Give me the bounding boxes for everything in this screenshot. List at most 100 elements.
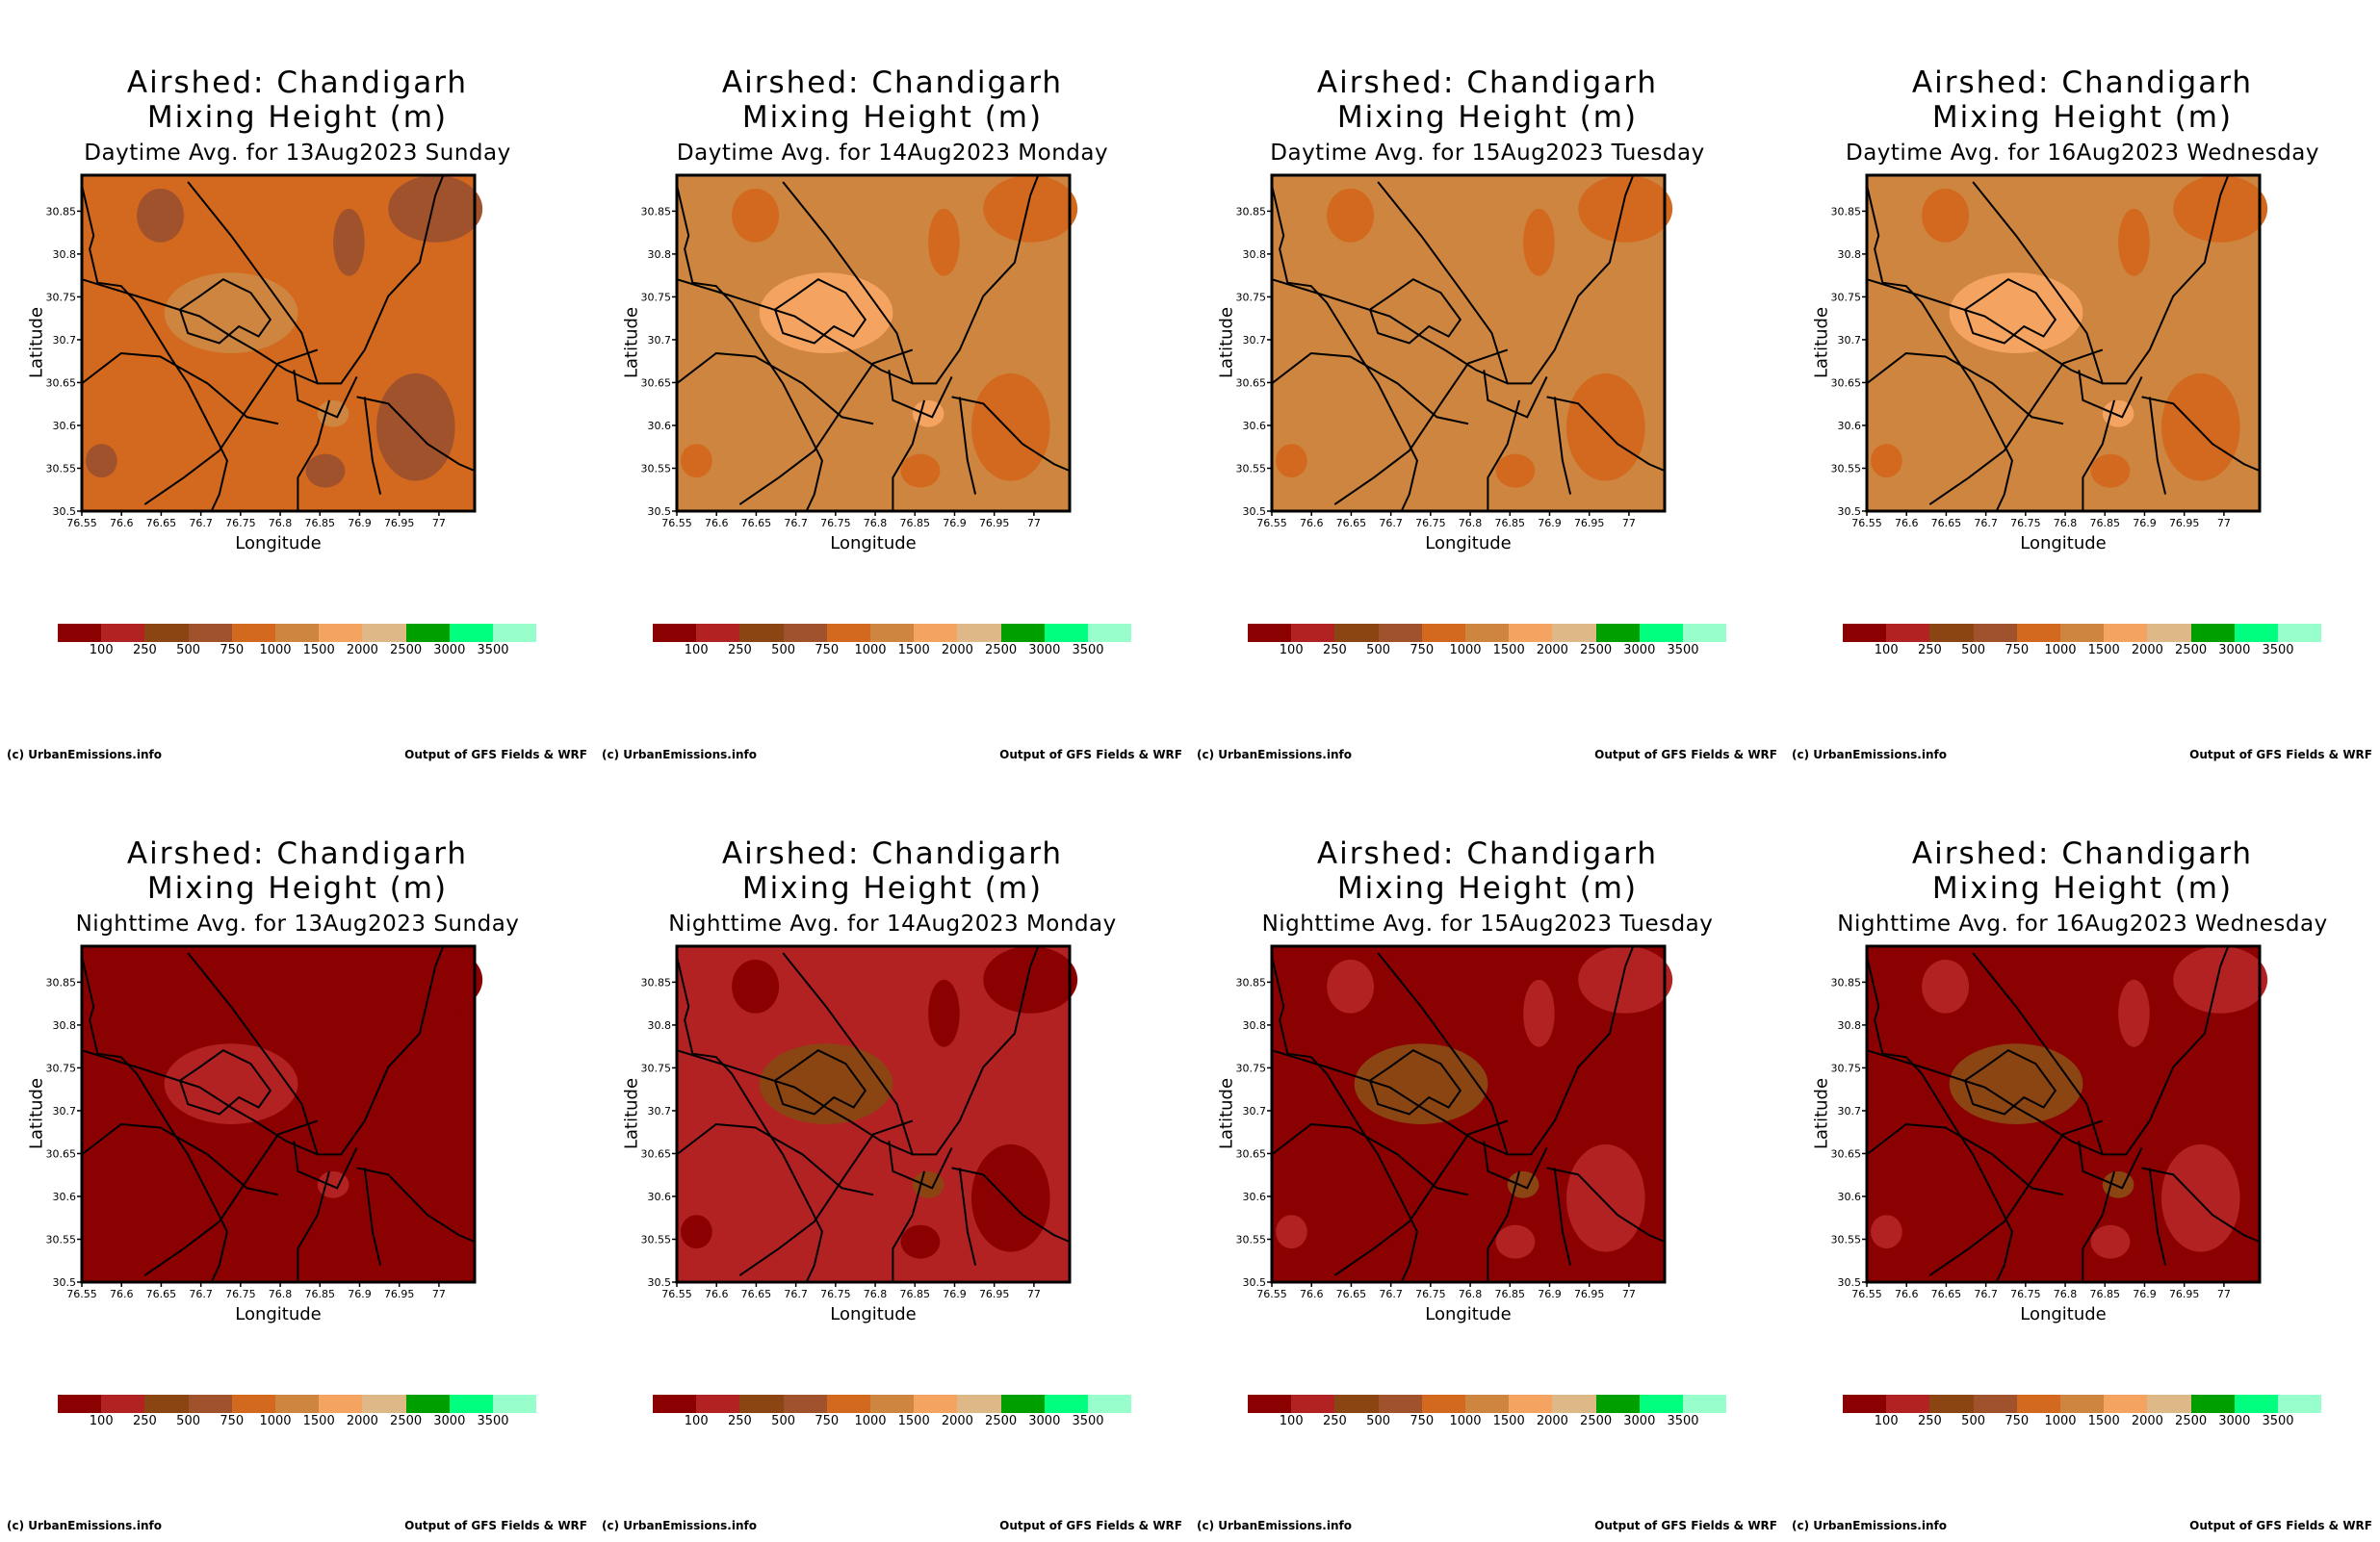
y-tick-label: 30.8 xyxy=(1838,248,1862,261)
road-line xyxy=(2148,397,2167,495)
field-patch xyxy=(2161,373,2240,481)
colorbar-label: 750 xyxy=(1410,643,1435,657)
plot-frame xyxy=(675,944,1072,1284)
colorbar-swatch xyxy=(653,1395,697,1413)
colorbar-swatch xyxy=(1973,1395,2017,1413)
road-line xyxy=(356,1167,476,1244)
road-line xyxy=(293,370,358,419)
x-tick-label: 76.95 xyxy=(979,1288,1010,1300)
plot-frame xyxy=(1270,944,1667,1284)
colorbar-swatch xyxy=(914,1395,958,1413)
colorbar-swatch xyxy=(362,624,406,642)
x-tick-label: 76.65 xyxy=(1931,1288,1962,1300)
y-axis-label: Latitude xyxy=(1811,1077,1832,1150)
colorbar-label: 1000 xyxy=(2044,643,2077,657)
footer-credit: (c) UrbanEmissions.info xyxy=(7,748,162,761)
road-line xyxy=(356,396,476,473)
x-tick-label: 76.6 xyxy=(110,1288,134,1300)
x-tick-label: 76.6 xyxy=(1300,1288,1324,1300)
colorbar-label: 2000 xyxy=(1536,643,1568,657)
colorbar-label: 2500 xyxy=(985,1414,1018,1428)
road-line xyxy=(1866,1122,2064,1196)
colorbar-label: 750 xyxy=(2005,1414,2030,1428)
field-patch xyxy=(388,946,483,1014)
colorbar-label: 2000 xyxy=(941,1414,973,1428)
field-patch xyxy=(2118,208,2150,276)
colorbar-label: 250 xyxy=(1917,1414,1942,1428)
x-tick-label: 76.55 xyxy=(66,1288,97,1300)
field-patch xyxy=(1523,979,1555,1047)
footer-credit: (c) UrbanEmissions.info xyxy=(7,1519,162,1532)
x-tick-label: 76.55 xyxy=(661,517,692,529)
colorbar-label: 2500 xyxy=(2175,1414,2208,1428)
map-plot: 76.55 76.6 76.65 76.7 76.75 76.8 76.85 76.9 76.9… xyxy=(46,944,483,1300)
plot-frame xyxy=(1270,173,1667,513)
colorbar-label: 1000 xyxy=(1449,643,1482,657)
colorbar-label: 1500 xyxy=(897,1414,930,1428)
colorbar-label: 3500 xyxy=(1667,1414,1699,1428)
chart-title-variable: Mixing Height (m) xyxy=(1336,100,1639,135)
field-patch xyxy=(2118,979,2150,1047)
field-patch xyxy=(681,1215,712,1249)
y-tick-label: 30.55 xyxy=(1831,462,1862,475)
chart-title: Airshed: Chandigarh xyxy=(126,65,469,100)
colorbar-swatch xyxy=(1552,1395,1596,1413)
road-line xyxy=(676,1049,914,1156)
colorbar-label: 3500 xyxy=(2262,1414,2294,1428)
road-line xyxy=(1333,1119,1509,1276)
x-tick-label: 76.6 xyxy=(110,517,134,529)
road-line xyxy=(1377,945,1635,1156)
x-tick-label: 76.65 xyxy=(146,517,177,529)
road-line xyxy=(1866,956,2014,1283)
x-tick-label: 76.9 xyxy=(348,517,372,529)
map-plot: 76.55 76.6 76.65 76.7 76.75 76.8 76.85 76.9 76.9… xyxy=(1831,173,2268,529)
chart-title-variable: Mixing Height (m) xyxy=(741,100,1044,135)
x-tick-label: 76.8 xyxy=(269,517,293,529)
road-line xyxy=(951,396,1071,473)
road-line xyxy=(892,399,926,511)
field-patch xyxy=(333,979,365,1047)
field-center-region xyxy=(1354,1043,1488,1124)
colorbar-swatch xyxy=(1843,624,1887,642)
colorbar-label: 2500 xyxy=(1580,1414,1613,1428)
colorbar-label: 100 xyxy=(1874,1414,1899,1428)
footer-source: Output of GFS Fields & WRF xyxy=(999,1519,1182,1532)
field-patch xyxy=(1566,373,1645,481)
x-tick-label: 76.8 xyxy=(1459,1288,1483,1300)
map-plot: 76.55 76.6 76.65 76.7 76.75 76.8 76.85 76.9 76.9… xyxy=(46,173,483,529)
y-tick-label: 30.85 xyxy=(1831,205,1862,218)
field-patch xyxy=(900,453,941,488)
colorbar-label: 250 xyxy=(1322,643,1347,657)
colorbar-label: 500 xyxy=(771,643,796,657)
chart-title-variable: Mixing Height (m) xyxy=(741,871,1044,906)
y-tick-label: 30.5 xyxy=(648,505,672,518)
y-tick-label: 30.65 xyxy=(1831,376,1862,389)
field-patch xyxy=(137,188,185,243)
y-axis-label: Latitude xyxy=(26,306,47,379)
field-patch xyxy=(1276,1215,1307,1249)
colorbar-label: 100 xyxy=(684,1414,709,1428)
field-patch xyxy=(1922,188,1970,243)
x-tick-label: 76.55 xyxy=(661,1288,692,1300)
y-tick-label: 30.75 xyxy=(641,1062,672,1074)
footer-credit: (c) UrbanEmissions.info xyxy=(602,1519,757,1532)
y-tick-label: 30.8 xyxy=(53,248,77,261)
colorbar-swatch xyxy=(1552,624,1596,642)
colorbar-swatch xyxy=(1683,624,1727,642)
colorbar-label: 750 xyxy=(815,643,840,657)
colorbar-swatch xyxy=(1044,624,1088,642)
y-tick-label: 30.75 xyxy=(1831,1062,1862,1074)
footer-source: Output of GFS Fields & WRF xyxy=(404,1519,587,1532)
colorbar-swatch xyxy=(783,624,827,642)
field-patch xyxy=(2173,946,2268,1014)
colorbar-swatch xyxy=(2016,624,2060,642)
road-line xyxy=(782,174,1040,385)
field-center-region xyxy=(1354,272,1488,353)
x-tick-label: 77 xyxy=(1027,1288,1041,1300)
y-tick-label: 30.6 xyxy=(53,1191,77,1203)
field-patch xyxy=(971,1144,1050,1252)
field-patch xyxy=(137,959,185,1014)
colorbar-swatch xyxy=(1929,1395,1974,1413)
field-center-region xyxy=(1949,272,2083,353)
road-line xyxy=(81,1049,319,1156)
